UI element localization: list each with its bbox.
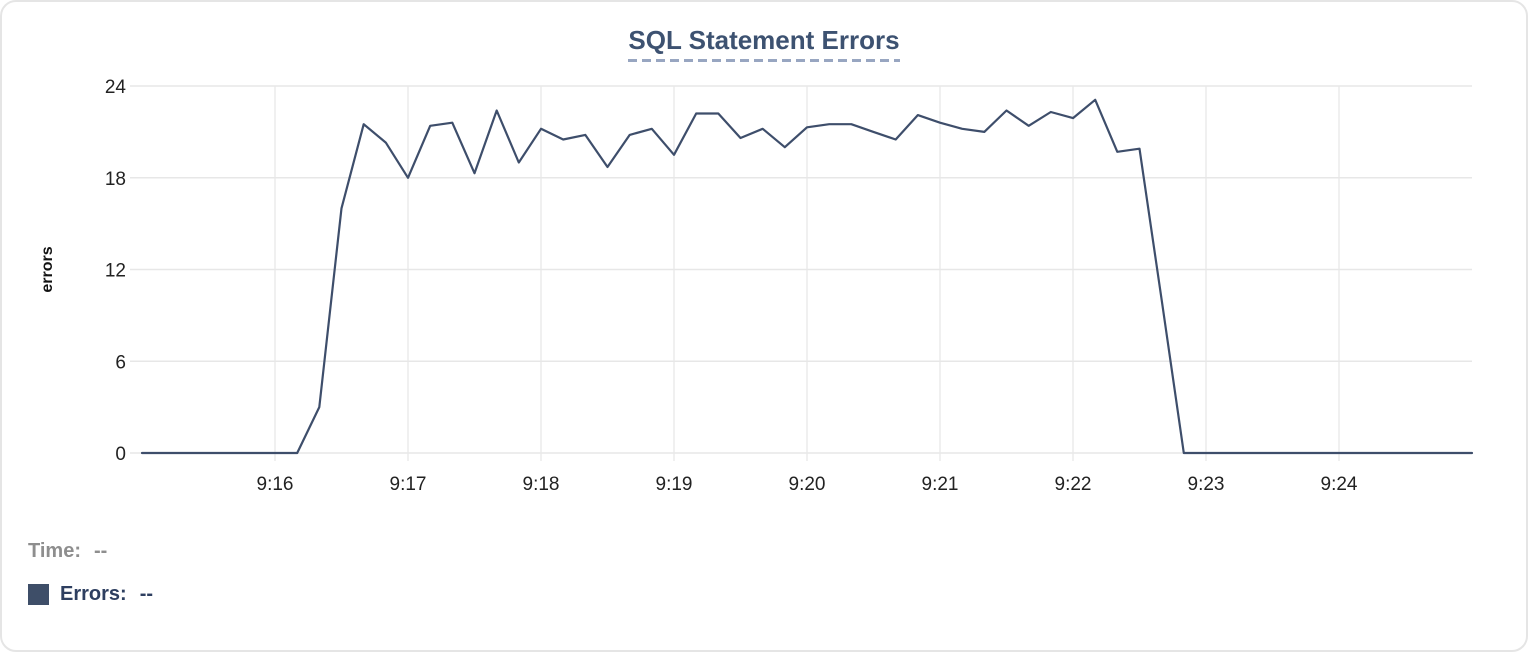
svg-text:9:22: 9:22 — [1055, 474, 1092, 495]
svg-text:9:24: 9:24 — [1321, 474, 1358, 495]
svg-text:18: 18 — [105, 169, 126, 190]
svg-text:0: 0 — [115, 444, 126, 465]
legend-time-value: -- — [93, 540, 108, 562]
y-gridlines — [130, 85, 1472, 454]
svg-text:24: 24 — [105, 77, 127, 98]
chart-title[interactable]: SQL Statement Errors — [628, 25, 900, 62]
svg-text:9:23: 9:23 — [1188, 474, 1225, 495]
legend-errors-label: Errors: — [60, 583, 127, 605]
svg-text:12: 12 — [105, 261, 126, 282]
svg-text:9:21: 9:21 — [922, 474, 959, 495]
svg-text:9:18: 9:18 — [523, 474, 560, 495]
errors-series-swatch — [28, 584, 49, 605]
svg-text:9:17: 9:17 — [390, 474, 427, 495]
y-axis-title: errors — [39, 246, 56, 292]
svg-text:9:16: 9:16 — [257, 474, 294, 495]
legend-errors-value: -- — [139, 583, 154, 605]
svg-text:6: 6 — [115, 352, 126, 373]
svg-text:9:20: 9:20 — [789, 474, 826, 495]
chart-title-text: SQL Statement Errors — [628, 25, 900, 55]
legend-row-time: Time: -- — [28, 540, 107, 563]
chart-title-dashed-underline — [628, 58, 900, 62]
chart-header: SQL Statement Errors — [2, 26, 1526, 62]
y-tick-labels: 0 6 12 18 24 — [105, 77, 127, 465]
legend-time-label: Time: — [28, 540, 81, 562]
errors-series-line — [140, 98, 1474, 455]
x-gridlines — [274, 86, 1340, 461]
svg-text:9:19: 9:19 — [656, 474, 693, 495]
legend-row-errors: Errors: -- — [28, 583, 153, 606]
x-tick-labels: 9:16 9:17 9:18 9:19 9:20 9:21 9:22 9:23 9:24 — [257, 474, 1358, 495]
